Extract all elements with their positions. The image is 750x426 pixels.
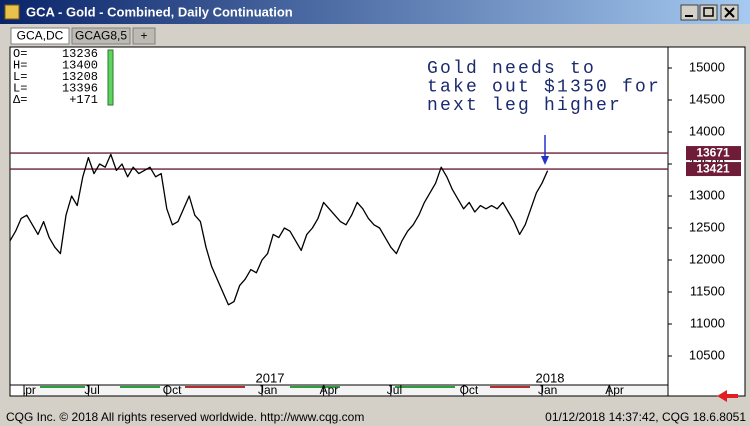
x-tick-label: Jan [538,383,557,397]
tab[interactable] [132,27,156,45]
quote-box: O= 13236 H= 13400 L= 13208 L= 13396 Δ= +171 [13,47,98,107]
x-tick-label: Jul [84,383,99,397]
y-tick-label: 11000 [690,315,725,330]
level-label-box [686,146,741,161]
title-bar [0,0,750,24]
tab-bar: GCA,DC GCAG8,5 + [10,27,156,45]
level-label-box [686,162,741,177]
maximize-icon [703,7,714,17]
annotation: Gold needs to [427,59,596,79]
x-tick-label: Oct [163,383,182,397]
quote-key: H= [13,59,27,73]
quote-key: L= [13,82,27,96]
annotation-arrowhead [541,156,549,165]
y-tick-label: 10500 [689,347,725,362]
annotation: take out $1350 for [427,77,661,97]
window-buttons [680,4,739,21]
year-label: 2017 [256,370,285,385]
annotation: next leg higher [427,96,622,116]
y-tick-label: 12500 [689,219,725,234]
volume-indicator [107,49,114,106]
strip-segment [120,386,160,388]
strip-segment [395,386,455,388]
x-tick-label: Apr [320,383,339,397]
tab-label: GCAG8,5 [75,29,127,43]
y-tick-label: 12000 [689,251,725,266]
minimize-button[interactable] [680,4,699,21]
quote-value: +171 [69,93,98,107]
quote-value: 13396 [62,82,98,96]
x-tick-label: Jul [387,383,402,397]
tab[interactable] [71,27,131,45]
x-tick-label: Oct [460,383,479,397]
tab[interactable] [10,27,70,45]
quote-value: 13400 [62,59,98,73]
year-label: 2018 [536,370,565,385]
quote-key: O= [13,47,27,61]
scroll-arrow[interactable] [717,390,738,402]
strip-segment [185,386,245,388]
quote-key: Δ= [13,93,27,107]
strip-segment [40,386,85,388]
x-tick-label: Apr [605,383,624,397]
app-icon [4,4,20,20]
footer-right: 01/12/2018 14:37:42, CQG 18.6.8051 [545,410,746,424]
level-label: 13671 [696,146,730,160]
x-tick-label: Jan [258,383,277,397]
window-title: GCA - Gold - Combined, Daily Continuatio… [26,4,293,19]
footer-left: CQG Inc. © 2018 All rights reserved worl… [6,410,364,424]
axis-corner-box [9,384,25,397]
strip-segment [490,386,530,388]
plot-area [9,46,669,386]
quote-value: 13208 [62,70,98,84]
quote-value: 13236 [62,47,98,61]
tab-label: + [140,29,147,43]
tab-label: GCA,DC [17,29,64,43]
y-tick-label: 11500 [690,283,725,298]
price-line [9,153,549,306]
price-axis-area [667,46,746,397]
y-tick-label: 14500 [689,91,725,106]
quote-key: L= [13,70,27,84]
level-label: 13421 [696,162,730,176]
y-tick-label: 13000 [689,187,725,202]
y-tick-label: 15000 [689,59,725,74]
chart: 1050011000115001200012500130001350014000… [9,59,741,397]
y-tick-label: 14000 [689,123,725,138]
strip-segment [290,386,340,388]
time-axis-strip [40,386,530,388]
close-icon [724,7,735,18]
